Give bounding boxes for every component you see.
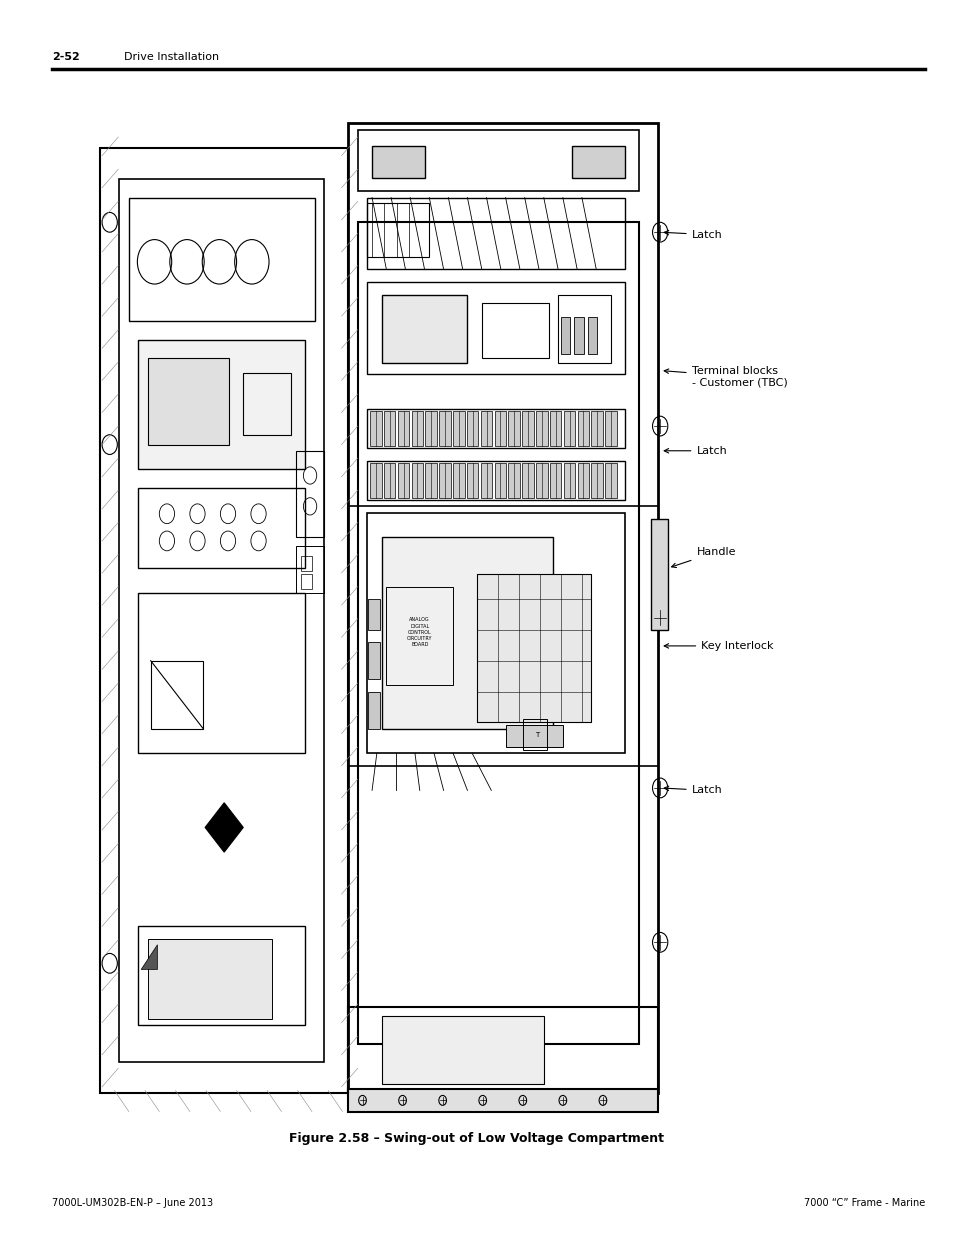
Bar: [381, 537, 553, 729]
Polygon shape: [141, 945, 157, 969]
Bar: [481, 303, 548, 358]
Bar: [549, 411, 560, 446]
Bar: [370, 463, 381, 498]
Bar: [138, 340, 305, 469]
Bar: [367, 409, 624, 448]
Bar: [522, 719, 546, 750]
Bar: [357, 222, 639, 1044]
Bar: [480, 411, 492, 446]
Bar: [295, 546, 324, 593]
Bar: [348, 1089, 658, 1112]
Text: Handle: Handle: [671, 547, 735, 568]
Bar: [367, 461, 624, 500]
Bar: [148, 358, 229, 445]
Text: ANALOG
DIGITAL
CONTROL
CIRCUITRY
BOARD: ANALOG DIGITAL CONTROL CIRCUITRY BOARD: [407, 618, 432, 647]
Text: T: T: [535, 732, 538, 737]
Bar: [505, 725, 562, 747]
Text: Figure 2.58 – Swing-out of Low Voltage Compartment: Figure 2.58 – Swing-out of Low Voltage C…: [289, 1132, 664, 1146]
Bar: [367, 513, 624, 753]
Bar: [558, 295, 610, 363]
Text: Latch: Latch: [663, 230, 721, 240]
Bar: [397, 411, 409, 446]
Text: 7000L-UM302B-EN-P – June 2013: 7000L-UM302B-EN-P – June 2013: [52, 1198, 213, 1208]
Bar: [151, 661, 203, 729]
Bar: [536, 411, 547, 446]
Bar: [425, 411, 436, 446]
Bar: [367, 282, 624, 374]
Bar: [357, 130, 639, 191]
Bar: [577, 463, 588, 498]
Bar: [348, 124, 658, 1093]
Bar: [383, 463, 395, 498]
Bar: [368, 692, 379, 729]
Bar: [467, 411, 478, 446]
Bar: [587, 317, 597, 354]
Bar: [453, 463, 464, 498]
Text: Key Interlock: Key Interlock: [663, 641, 773, 651]
Bar: [438, 411, 451, 446]
Bar: [605, 411, 616, 446]
Bar: [138, 488, 305, 568]
Text: 2-52: 2-52: [52, 52, 80, 62]
Bar: [480, 463, 492, 498]
Bar: [367, 203, 429, 257]
Bar: [412, 411, 423, 446]
Bar: [508, 411, 519, 446]
Bar: [591, 411, 602, 446]
Bar: [129, 198, 314, 321]
Bar: [138, 593, 305, 753]
Bar: [605, 463, 616, 498]
Bar: [536, 463, 547, 498]
Bar: [381, 295, 467, 363]
Bar: [412, 463, 423, 498]
Bar: [300, 556, 312, 571]
Bar: [467, 463, 478, 498]
Text: Terminal blocks
- Customer (TBC): Terminal blocks - Customer (TBC): [663, 366, 786, 388]
Bar: [383, 411, 395, 446]
Bar: [138, 926, 305, 1025]
Bar: [522, 411, 534, 446]
Bar: [572, 146, 624, 178]
Bar: [577, 411, 588, 446]
Bar: [368, 599, 379, 630]
Bar: [300, 574, 312, 589]
Bar: [563, 463, 575, 498]
Bar: [370, 411, 381, 446]
Bar: [476, 574, 591, 722]
Bar: [560, 317, 570, 354]
Bar: [348, 1007, 658, 1093]
Bar: [453, 411, 464, 446]
Bar: [119, 179, 324, 1062]
Text: Latch: Latch: [663, 446, 726, 456]
Bar: [522, 463, 534, 498]
Bar: [425, 463, 436, 498]
Bar: [381, 1016, 543, 1084]
Bar: [591, 463, 602, 498]
Bar: [549, 463, 560, 498]
Bar: [386, 587, 453, 685]
Bar: [372, 146, 424, 178]
Bar: [368, 642, 379, 679]
Bar: [494, 463, 505, 498]
Bar: [438, 463, 451, 498]
Bar: [650, 519, 667, 630]
Bar: [295, 451, 324, 537]
Bar: [397, 463, 409, 498]
Bar: [494, 411, 505, 446]
Bar: [367, 198, 624, 269]
Text: Drive Installation: Drive Installation: [124, 52, 219, 62]
Bar: [508, 463, 519, 498]
Text: Latch: Latch: [663, 785, 721, 795]
Bar: [574, 317, 583, 354]
Text: 7000 “C” Frame - Marine: 7000 “C” Frame - Marine: [803, 1198, 924, 1208]
Polygon shape: [205, 803, 243, 852]
Bar: [148, 939, 272, 1019]
Bar: [243, 373, 291, 435]
Bar: [563, 411, 575, 446]
